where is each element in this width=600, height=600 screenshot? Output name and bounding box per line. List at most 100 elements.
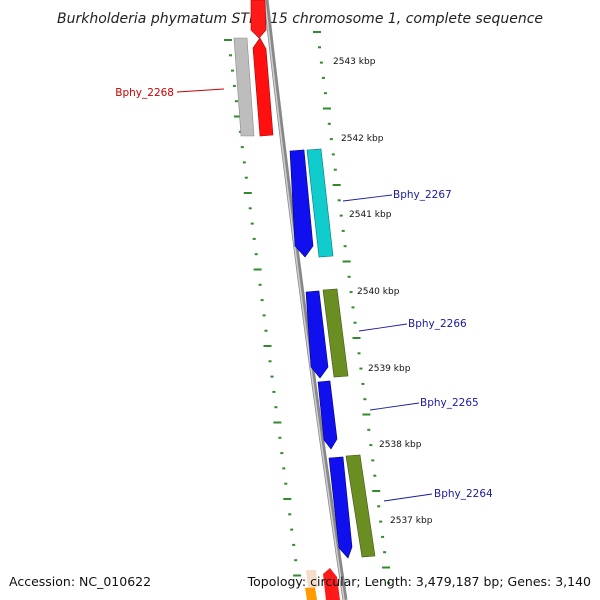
- tick-mark: [313, 31, 321, 33]
- tick-mark: [331, 153, 335, 156]
- gene-feature-bphy-2264: [345, 454, 376, 558]
- features: [233, 0, 376, 600]
- tick-mark: [337, 199, 341, 202]
- tick-mark: [280, 452, 284, 455]
- topology-summary-text: Topology: circular; Length: 3,479,187 bp…: [247, 574, 591, 589]
- tick-mark: [253, 268, 262, 271]
- forward-cds-feature: [305, 290, 329, 379]
- tick-mark: [290, 528, 294, 531]
- gene-feature-bphy-2268: [233, 37, 255, 137]
- tick-mark: [292, 543, 296, 546]
- tick-mark: [244, 176, 248, 179]
- tick-mark: [382, 566, 391, 569]
- tick-mark: [284, 482, 288, 485]
- tick-mark: [252, 237, 256, 240]
- kbp-labels: 2543 kbp 2542 kbp 2541 kbp 2540 kbp 2539…: [333, 57, 433, 526]
- tick-mark: [283, 498, 292, 500]
- tick-marks: [224, 31, 391, 584]
- pale-feature: [306, 570, 318, 588]
- tick-mark: [363, 398, 367, 401]
- tick-mark: [262, 314, 266, 317]
- kbp-label: 2541 kbp: [349, 210, 392, 220]
- gene-labels: Bphy_2268 Bphy_2267 Bphy_2266 Bphy_2265 …: [115, 87, 493, 500]
- tick-mark: [343, 245, 347, 248]
- kbp-label: 2542 kbp: [341, 134, 384, 144]
- kbp-label: 2538 kbp: [379, 440, 422, 450]
- tick-mark: [270, 375, 274, 378]
- tick-mark: [263, 345, 272, 347]
- gene-label-lines: [176, 88, 433, 502]
- gene-label-bphy-2268: Bphy_2268: [115, 87, 174, 99]
- tick-mark: [231, 69, 234, 72]
- map-title: Burkholderia phymatum STM815 chromosome …: [57, 11, 543, 27]
- tick-mark: [361, 382, 365, 385]
- tick-mark: [373, 474, 377, 477]
- gene-label-bphy-2267: Bphy_2267: [393, 189, 452, 201]
- tick-mark: [367, 428, 371, 431]
- tick-mark: [242, 161, 246, 164]
- tick-mark: [254, 253, 258, 256]
- tick-mark: [232, 84, 236, 87]
- tick-mark: [351, 306, 355, 309]
- tick-mark: [282, 467, 286, 470]
- tick-mark: [371, 459, 375, 462]
- tick-mark: [274, 406, 278, 409]
- gene-feature-bphy-2266: [322, 288, 349, 378]
- gene-label-bphy-2265: Bphy_2265: [420, 397, 479, 409]
- tick-mark: [387, 581, 391, 584]
- tick-mark: [377, 505, 381, 508]
- tick-mark: [318, 46, 321, 49]
- tick-mark: [333, 168, 337, 171]
- tick-mark: [293, 574, 302, 577]
- tick-mark: [233, 115, 242, 118]
- tick-mark: [264, 329, 268, 332]
- tick-mark: [352, 337, 361, 339]
- reverse-cds-feature: [252, 37, 274, 137]
- kbp-label: 2537 kbp: [390, 516, 433, 526]
- tick-mark: [260, 299, 264, 302]
- backbone-highlight: [264, 0, 345, 600]
- accession-text: Accession: NC_010622: [9, 574, 151, 589]
- gene-label-bphy-2266: Bphy_2266: [408, 318, 467, 330]
- tick-mark: [342, 260, 351, 263]
- tick-mark: [362, 413, 371, 416]
- backbone-line: [263, 0, 348, 600]
- tick-mark: [258, 283, 262, 286]
- reverse-cds-feature: [323, 568, 340, 600]
- tick-mark: [288, 513, 292, 516]
- tick-mark: [268, 360, 272, 363]
- reverse-cds-feature: [250, 0, 267, 39]
- tick-mark: [224, 39, 232, 41]
- tick-mark: [357, 352, 361, 355]
- tick-mark: [332, 184, 341, 186]
- tick-mark: [323, 92, 327, 95]
- tick-mark: [341, 229, 345, 232]
- kbp-label: 2539 kbp: [368, 364, 411, 374]
- tick-mark: [294, 559, 298, 562]
- tick-mark: [347, 275, 351, 278]
- tick-mark: [329, 138, 333, 141]
- tick-mark: [250, 222, 254, 225]
- tick-mark: [273, 421, 282, 424]
- tick-mark: [349, 291, 353, 294]
- tick-mark: [369, 444, 373, 447]
- tick-mark: [240, 146, 244, 149]
- forward-cds-feature: [328, 456, 353, 559]
- tick-mark: [321, 76, 325, 79]
- tick-mark: [383, 551, 387, 554]
- gene-feature-bphy-2267: [306, 148, 334, 258]
- gene-label-bphy-2264: Bphy_2264: [434, 488, 493, 500]
- tick-mark: [319, 61, 323, 64]
- tick-mark: [359, 367, 363, 370]
- kbp-label: 2540 kbp: [357, 287, 400, 297]
- tick-mark: [322, 107, 331, 110]
- tick-mark: [327, 122, 331, 125]
- kbp-label: 2543 kbp: [333, 57, 376, 67]
- tick-mark: [272, 390, 276, 393]
- tick-mark: [234, 100, 238, 103]
- tick-mark: [229, 54, 232, 57]
- tick-mark: [381, 535, 385, 538]
- tick-mark: [339, 214, 343, 217]
- tick-mark: [278, 436, 282, 439]
- tick-mark: [243, 192, 252, 194]
